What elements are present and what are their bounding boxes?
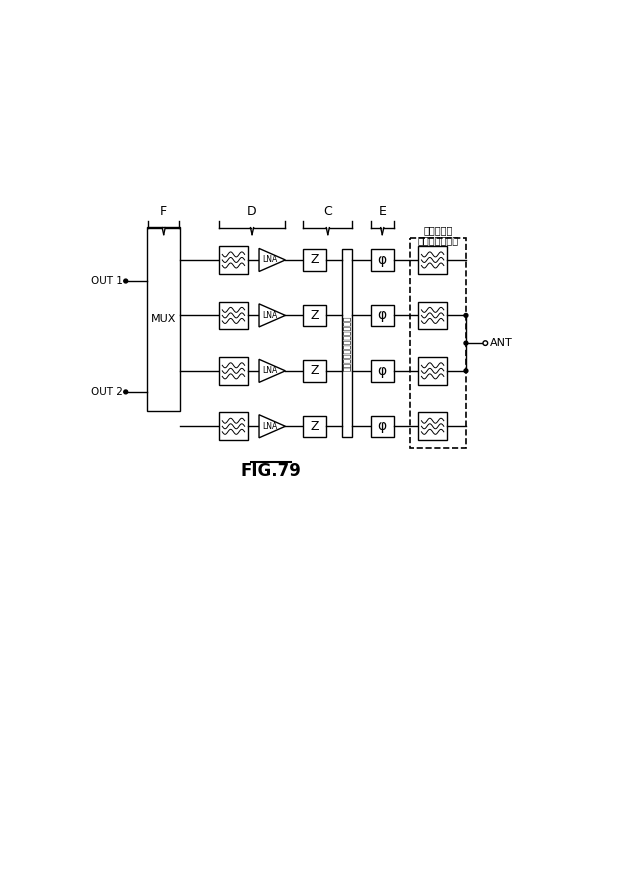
Bar — [418, 357, 447, 385]
Text: C: C — [323, 206, 332, 218]
Polygon shape — [259, 248, 285, 271]
Bar — [303, 416, 326, 437]
Text: Z: Z — [310, 365, 319, 377]
Circle shape — [464, 341, 468, 345]
Bar — [219, 357, 248, 385]
Text: OUT 1: OUT 1 — [91, 276, 123, 286]
Text: ANT: ANT — [490, 338, 513, 348]
Text: LNA: LNA — [262, 422, 278, 431]
Text: φ: φ — [378, 419, 387, 434]
Text: フィルタ／: フィルタ／ — [424, 225, 452, 236]
Polygon shape — [259, 359, 285, 382]
Bar — [303, 360, 326, 381]
Bar — [303, 305, 326, 326]
Text: φ: φ — [378, 308, 387, 322]
Text: Z: Z — [310, 419, 319, 433]
Text: φ: φ — [378, 253, 387, 267]
Circle shape — [464, 313, 468, 317]
Bar — [219, 246, 248, 274]
Circle shape — [464, 369, 468, 373]
Bar — [418, 301, 447, 329]
Text: マルチプレクサ: マルチプレクサ — [417, 236, 459, 245]
Bar — [418, 246, 447, 274]
Text: Z: Z — [310, 309, 319, 322]
Text: OUT 2: OUT 2 — [91, 387, 123, 396]
Polygon shape — [259, 415, 285, 438]
Text: LNA: LNA — [262, 311, 278, 320]
Text: E: E — [378, 206, 386, 218]
Bar — [342, 249, 353, 437]
Circle shape — [483, 341, 488, 345]
Bar — [371, 416, 394, 437]
Text: LNA: LNA — [262, 366, 278, 375]
Bar — [371, 360, 394, 381]
Circle shape — [124, 390, 127, 394]
Bar — [371, 305, 394, 326]
Text: Z: Z — [310, 253, 319, 267]
Text: φ: φ — [378, 364, 387, 378]
Polygon shape — [259, 304, 285, 327]
Text: F: F — [160, 206, 167, 218]
Text: スイッチングネットワーク: スイッチングネットワーク — [343, 315, 352, 371]
Bar — [303, 249, 326, 271]
Text: D: D — [247, 206, 257, 218]
Circle shape — [124, 279, 127, 283]
Bar — [219, 301, 248, 329]
Bar — [410, 238, 466, 448]
Bar — [147, 227, 180, 411]
Bar — [418, 412, 447, 440]
Bar — [219, 412, 248, 440]
Text: FIG.79: FIG.79 — [241, 462, 301, 479]
Text: MUX: MUX — [151, 314, 177, 324]
Text: LNA: LNA — [262, 255, 278, 265]
Bar — [371, 249, 394, 271]
